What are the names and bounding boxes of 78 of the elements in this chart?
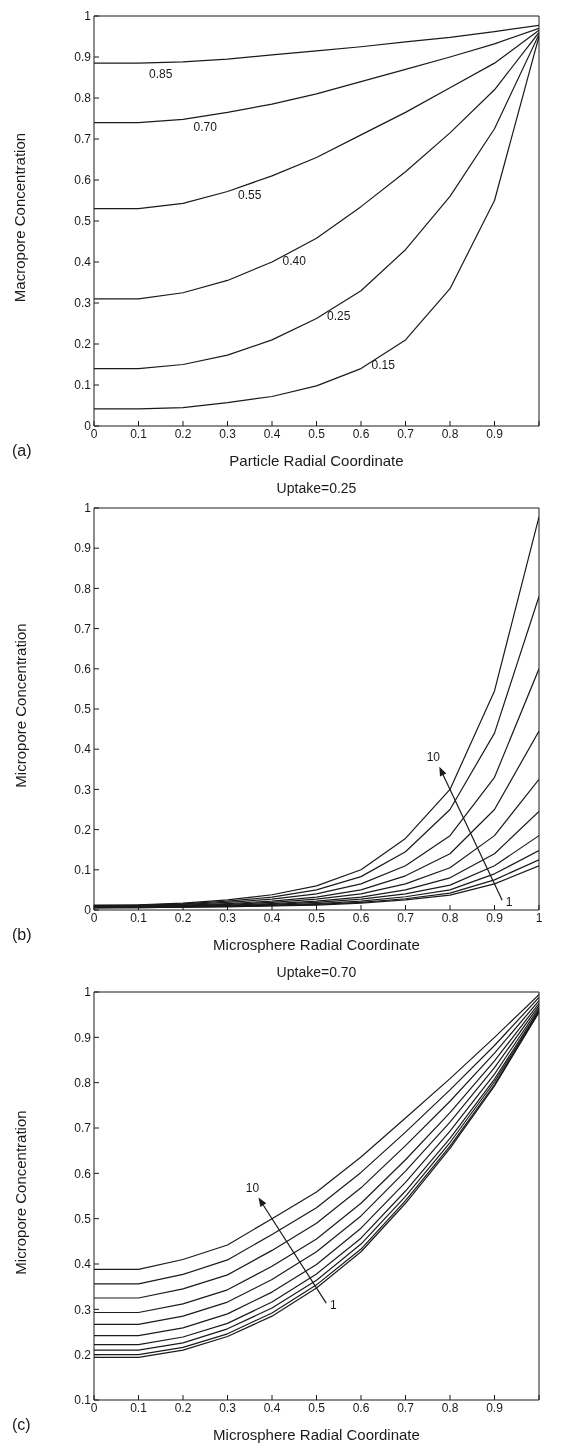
text: (a) [12, 442, 32, 460]
series-label: 0.55 [238, 187, 262, 202]
text: (c) [12, 1416, 31, 1434]
y-axis-title: Micropore Concentration [11, 622, 29, 788]
y-tick-label: 0.3 [74, 1302, 92, 1317]
y-axis-title: Macropore Concentration [11, 132, 29, 302]
y-tick-label: 0.4 [74, 1257, 92, 1272]
y-tick-label: 0.3 [74, 296, 92, 311]
y-tick-label: 0.9 [74, 1030, 92, 1045]
x-tick-label: 0.7 [397, 1400, 415, 1415]
x-axis-title: Particle Radial Coordinate [228, 452, 405, 469]
y-tick-label: 0.2 [74, 822, 92, 837]
x-tick-label: 0.5 [308, 910, 326, 925]
annotation: 10 [426, 749, 441, 764]
y-tick-label: 1 [84, 501, 92, 516]
y-tick-label: 0.8 [74, 91, 92, 106]
x-tick-label: 0.1 [130, 910, 148, 925]
y-tick-label: 0.1 [74, 863, 92, 878]
y-tick-label: 0.6 [74, 173, 92, 188]
y-tick-label: 1 [84, 985, 92, 1000]
x-tick-label: 0.9 [486, 910, 504, 925]
x-tick-label: 0.8 [441, 1400, 459, 1415]
series-label: 0.25 [327, 308, 351, 323]
y-tick-label: 0.5 [74, 702, 92, 717]
x-tick-label: 0.2 [174, 1400, 192, 1415]
y-tick-label: 0.6 [74, 1166, 92, 1181]
x-tick-label: 0.1 [130, 426, 148, 441]
x-tick-label: 0.8 [441, 426, 459, 441]
x-tick-label: 0.6 [352, 1400, 370, 1415]
y-tick-label: 0.9 [74, 541, 92, 556]
y-tick-label: 0.5 [74, 1211, 92, 1226]
x-axis-title: Microsphere Radial Coordinate [212, 1426, 421, 1443]
chart-title: Uptake=0.70 [275, 963, 358, 982]
x-tick-label: 0.4 [263, 910, 281, 925]
x-tick-label: 0.9 [486, 1400, 504, 1415]
y-tick-label: 0.9 [74, 50, 92, 65]
x-tick-label: 0.8 [441, 910, 459, 925]
x-tick-label: 0.6 [352, 426, 370, 441]
x-tick-label: 0.3 [219, 910, 237, 925]
x-tick-label: 0.2 [174, 910, 192, 925]
y-tick-label: 0.7 [74, 1121, 92, 1136]
y-tick-label: 0.4 [74, 742, 92, 757]
chart-title: Uptake=0.25 [275, 479, 358, 498]
y-tick-label: 0.4 [74, 255, 92, 270]
series-label: 0.70 [193, 119, 218, 134]
series-label: 0.40 [282, 254, 307, 269]
x-axis-title: Microsphere Radial Coordinate [212, 936, 421, 953]
y-tick-label: 0.8 [74, 1075, 92, 1090]
y-tick-label: 0.2 [74, 337, 92, 352]
x-tick-label: 0.6 [352, 910, 370, 925]
x-tick-label: 1 [535, 910, 543, 925]
y-tick-label: 0.7 [74, 621, 92, 636]
series-label: 0.15 [371, 358, 396, 373]
y-axis-title: Micropore Concentration [11, 1109, 29, 1275]
x-tick-label: 0.2 [174, 426, 192, 441]
y-tick-label: 1 [84, 9, 92, 24]
x-tick-label: 0.3 [219, 426, 237, 441]
x-tick-label: 0.4 [263, 1400, 281, 1415]
x-tick-label: 0.9 [486, 426, 504, 441]
y-tick-label: 0.7 [74, 132, 92, 147]
y-tick-label: 0.6 [74, 662, 92, 677]
x-tick-label: 0.1 [130, 1400, 148, 1415]
annotation: 1 [329, 1298, 337, 1313]
annotation: 10 [245, 1180, 260, 1195]
x-tick-label: 0.5 [308, 1400, 326, 1415]
x-tick-label: 0.3 [219, 1400, 237, 1415]
annotation: 1 [505, 895, 513, 910]
y-tick-label: 0.8 [74, 581, 92, 596]
y-tick-label: 0.1 [74, 378, 92, 393]
x-tick-label: 0.4 [263, 426, 281, 441]
series-label: 0.85 [149, 66, 173, 81]
x-tick-label: 0.7 [397, 426, 415, 441]
x-tick-label: 0.7 [397, 910, 415, 925]
text: (b) [12, 926, 32, 944]
y-tick-label: 0.3 [74, 782, 92, 797]
x-tick-label: 0.5 [308, 426, 326, 441]
y-tick-label: 0.5 [74, 214, 92, 229]
y-tick-label: 0.2 [74, 1347, 92, 1362]
